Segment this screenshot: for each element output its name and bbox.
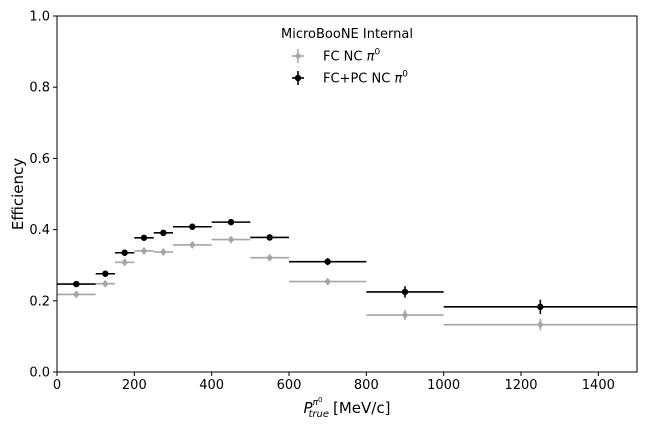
data-point-diamond [73, 290, 80, 299]
y-tick-label: 0.0 [29, 366, 50, 381]
x-axis-label-unit: [MeV/c] [333, 399, 390, 417]
data-point-circle [266, 234, 273, 241]
data-point-circle [324, 258, 331, 265]
data-point-circle [73, 280, 80, 288]
data-point-diamond [401, 311, 409, 320]
data-point-circle [189, 223, 196, 230]
x-axis-label-symbol: P [304, 399, 314, 417]
x-tick-label: 1400 [582, 378, 615, 393]
data-point-diamond [324, 277, 331, 286]
x-tick-label: 600 [277, 378, 302, 393]
legend-label-symbol: π [367, 50, 375, 65]
legend-marker-diamond [294, 52, 302, 60]
plot-area [57, 218, 637, 331]
y-axis-label: Efficiency [9, 158, 27, 230]
x-tick-label: 200 [122, 378, 147, 393]
y-tick-label: 0.8 [29, 81, 50, 96]
data-point-circle [121, 249, 128, 256]
legend-label-superscript: 0 [374, 48, 380, 58]
series-1 [57, 218, 637, 314]
x-axis-label-superscript2: 0 [318, 396, 322, 404]
data-point-diamond [537, 320, 544, 329]
data-point-circle [160, 229, 167, 237]
data-point-diamond [266, 253, 273, 262]
x-tick-label: 0 [53, 378, 61, 393]
legend-label: FC+PC NC π0 [323, 70, 408, 87]
data-point-circle [102, 270, 109, 277]
x-tick-label: 1200 [504, 378, 537, 393]
series-0 [57, 235, 637, 331]
x-tick-label: 400 [199, 378, 224, 393]
y-tick-label: 0.2 [29, 294, 50, 309]
y-tick-label: 0.6 [29, 152, 50, 167]
x-tick-label: 1000 [427, 378, 460, 393]
legend-entry: FC+PC NC π0 [292, 70, 408, 87]
data-point-diamond [140, 246, 148, 255]
data-point-diamond [102, 279, 109, 288]
legend-label-name: FC+PC NC [323, 72, 394, 87]
data-point-diamond [160, 248, 167, 257]
data-point-circle [227, 218, 235, 226]
x-axis-label: Pπ0 true [MeV/c] [304, 396, 391, 420]
legend-label-name: FC NC [323, 50, 367, 65]
legend-title: MicroBooNE Internal [281, 27, 413, 42]
x-axis-label-superscript: π [313, 398, 319, 408]
data-point-diamond [189, 240, 196, 249]
x-axis-label-subscript: true [308, 409, 329, 420]
legend-entry: FC NC π0 [292, 48, 380, 65]
legend-label-symbol: π [394, 72, 402, 87]
y-tick-label: 1.0 [29, 10, 50, 25]
data-point-circle [401, 288, 409, 296]
legend-label-superscript: 0 [402, 70, 408, 80]
y-tick-label: 0.4 [29, 223, 50, 238]
data-point-circle [140, 234, 148, 241]
data-point-diamond [121, 258, 128, 267]
data-point-circle [537, 303, 544, 311]
legend-marker-circle [294, 74, 302, 82]
axes-frame [56, 15, 638, 373]
data-point-diamond [227, 235, 235, 244]
legend-label: FC NC π0 [323, 48, 380, 65]
axis-ticks: 0 200 400 600 800 1000 1200 1400 0.0 0.2 0.4 0.6 0.8… [29, 10, 615, 394]
x-tick-label: 800 [354, 378, 379, 393]
